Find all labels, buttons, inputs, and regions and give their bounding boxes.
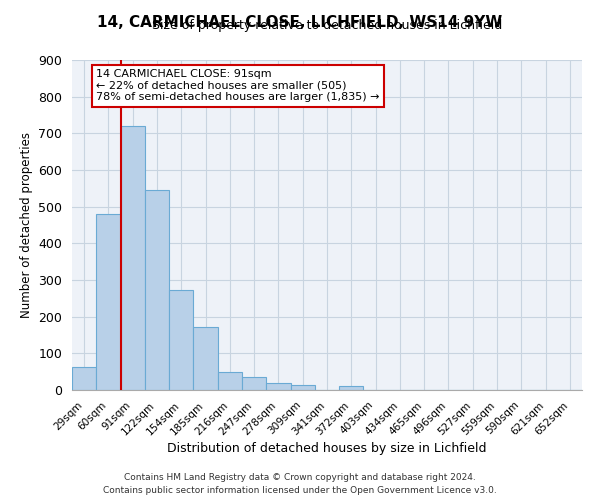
Bar <box>193 327 218 390</box>
Bar <box>72 368 96 390</box>
Text: 14 CARMICHAEL CLOSE: 91sqm
← 22% of detached houses are smaller (505)
78% of sem: 14 CARMICHAEL CLOSE: 91sqm ← 22% of deta… <box>96 69 380 102</box>
Bar <box>96 214 121 390</box>
Y-axis label: Number of detached properties: Number of detached properties <box>20 132 33 318</box>
Title: Size of property relative to detached houses in Lichfield: Size of property relative to detached ho… <box>152 20 502 32</box>
Bar <box>266 382 290 390</box>
Bar <box>218 372 242 390</box>
Bar <box>339 386 364 390</box>
Bar <box>121 126 145 390</box>
Text: Contains HM Land Registry data © Crown copyright and database right 2024.
Contai: Contains HM Land Registry data © Crown c… <box>103 473 497 495</box>
Bar <box>145 190 169 390</box>
X-axis label: Distribution of detached houses by size in Lichfield: Distribution of detached houses by size … <box>167 442 487 455</box>
Text: 14, CARMICHAEL CLOSE, LICHFIELD, WS14 9YW: 14, CARMICHAEL CLOSE, LICHFIELD, WS14 9Y… <box>97 15 503 30</box>
Bar <box>242 377 266 390</box>
Bar <box>290 384 315 390</box>
Bar <box>169 290 193 390</box>
